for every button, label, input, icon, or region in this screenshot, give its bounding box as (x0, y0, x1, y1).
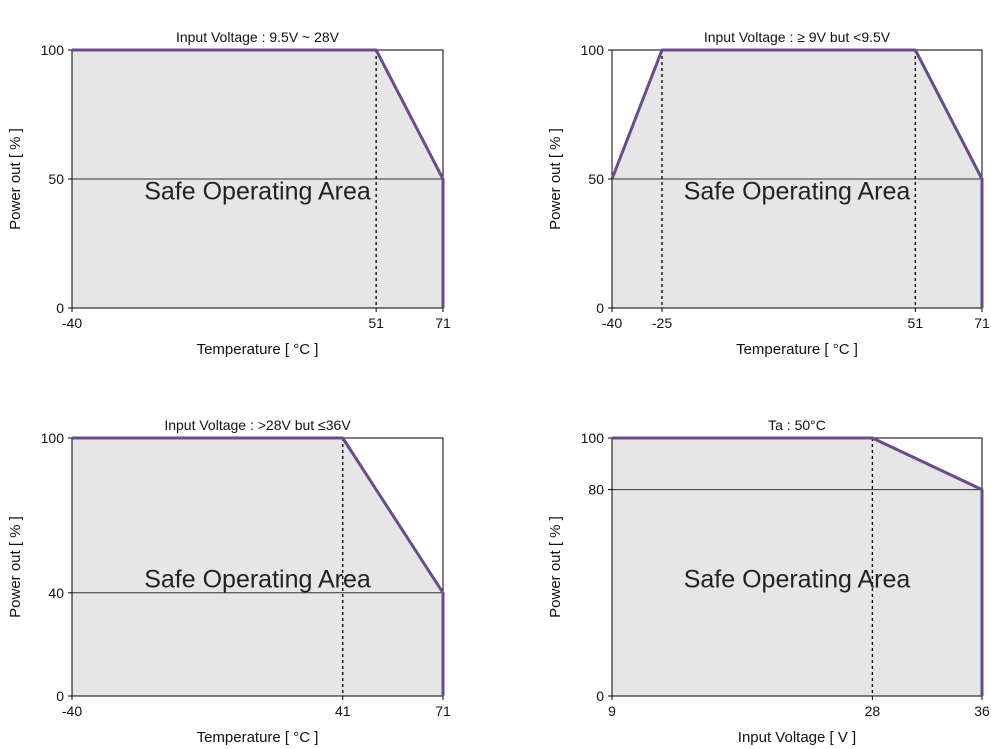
y-tick-label: 100 (41, 42, 65, 58)
y-tick-label: 0 (56, 688, 64, 704)
chart-panel-1: -40 51 71 0 50 100 Input Voltage : 9.5V ~ 28V T… (7, 29, 451, 358)
safe-operating-area-label: Safe Operating Area (684, 178, 911, 206)
safe-operating-area-label: Safe Operating Area (144, 566, 371, 594)
y-tick-label: 50 (588, 171, 604, 187)
derating-curve (612, 436, 984, 696)
y-tick-label: 40 (48, 585, 64, 601)
x-tick-label: -40 (62, 315, 82, 331)
derating-curve (610, 48, 984, 308)
chart-title: Input Voltage : >28V but ≤36V (164, 417, 351, 433)
x-axis-label: Temperature [ °C ] (197, 341, 319, 358)
x-tick-label: 41 (335, 703, 351, 719)
chart-panel-2: -40 -25 51 71 0 50 100 Input Voltage : ≥ 9V but… (547, 29, 990, 358)
y-tick-label: 50 (48, 171, 64, 187)
x-axis-label: Temperature [ °C ] (197, 729, 319, 746)
safe-operating-area-label: Safe Operating Area (684, 566, 911, 594)
derating-curve (72, 48, 445, 308)
x-tick-label: 51 (368, 315, 384, 331)
x-axis-label: Temperature [ °C ] (736, 341, 858, 358)
y-axis-label: Power out [ % ] (7, 516, 24, 618)
x-tick-label: 71 (435, 315, 451, 331)
y-axis-label: Power out [ % ] (7, 128, 24, 230)
chart-panel-3: -40 41 71 0 40 100 Input Voltage : >28V but ≤3… (7, 417, 451, 746)
y-tick-label: 100 (581, 430, 605, 446)
y-tick-label: 100 (41, 430, 65, 446)
y-tick-label: 100 (581, 42, 605, 58)
y-tick-label: 0 (56, 300, 64, 316)
safe-area-fill (72, 438, 443, 696)
y-axis-label: Power out [ % ] (547, 128, 564, 230)
chart-title: Ta : 50°C (768, 417, 826, 433)
chart-title: Input Voltage : 9.5V ~ 28V (176, 29, 340, 45)
x-tick-label: -40 (62, 703, 82, 719)
y-tick-label: 0 (596, 300, 604, 316)
chart-title: Input Voltage : ≥ 9V but <9.5V (704, 29, 891, 45)
x-tick-label: 71 (435, 703, 451, 719)
y-tick-label: 0 (596, 688, 604, 704)
x-tick-label: 28 (865, 703, 881, 719)
x-tick-label: 9 (608, 703, 616, 719)
safe-area-fill (612, 438, 982, 696)
chart-panel-4: 9 28 36 0 80 100 Ta : 50°C Input Voltage [ V ] P… (547, 417, 990, 746)
y-tick-label: 80 (588, 482, 604, 498)
x-tick-label: 51 (908, 315, 924, 331)
x-tick-label: 71 (974, 315, 990, 331)
derating-curve (72, 436, 445, 696)
x-tick-label: -25 (652, 315, 672, 331)
x-tick-label: -40 (602, 315, 622, 331)
safe-operating-area-label: Safe Operating Area (144, 178, 371, 206)
x-axis-label: Input Voltage [ V ] (738, 729, 856, 746)
x-tick-label: 36 (974, 703, 990, 719)
y-axis-label: Power out [ % ] (547, 516, 564, 618)
